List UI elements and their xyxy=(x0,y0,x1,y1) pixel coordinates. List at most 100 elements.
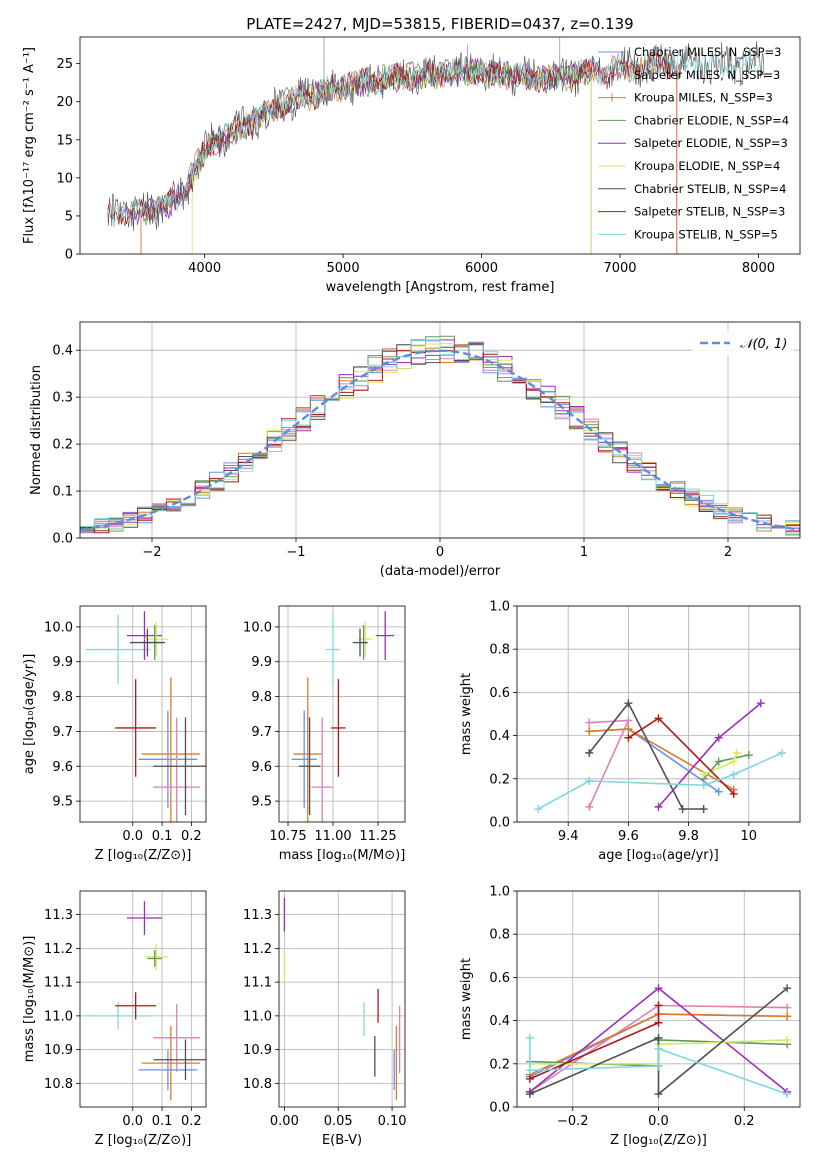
y-tick-label: 25 xyxy=(56,57,73,72)
errorbar-point-chabrier-stelib xyxy=(153,1039,206,1080)
y-axis-label: mass weight xyxy=(459,958,474,1040)
y-tick-label: 9.7 xyxy=(251,725,272,740)
axes-frame xyxy=(516,605,801,823)
series-kroupa-stelib xyxy=(525,1033,792,1099)
age-vs-metallicity-panel: 0.0 0.1 0.2 9.5 9.6 9.7 9.8 9.9 10.0 Z [log₁₀(Z/Z… xyxy=(22,605,207,863)
y-tick-label: 9.9 xyxy=(52,655,73,670)
series-marker xyxy=(654,1061,663,1070)
series-marker xyxy=(777,748,786,757)
x-tick-label: 4000 xyxy=(188,261,221,276)
x-axis-label: mass [log₁₀(M/M⊙)] xyxy=(279,848,406,863)
series-marker xyxy=(729,789,738,798)
plot-area xyxy=(80,335,800,536)
axes: −0.2 0.0 0.2 0.0 0.2 0.4 0.6 0.8 1.0 xyxy=(489,885,754,1130)
x-tick-label: 8000 xyxy=(742,261,775,276)
series-marker xyxy=(654,1001,663,1010)
y-tick-label: 10.8 xyxy=(243,1077,272,1092)
legend-label: Chabrier ELODIE, N_SSP=4 xyxy=(634,113,789,127)
series-chabrier-stelib xyxy=(585,699,708,814)
series-marker xyxy=(699,805,708,814)
y-tick-label: 0.4 xyxy=(489,729,510,744)
y-axis-label: age [log₁₀(age/yr)] xyxy=(22,654,37,775)
x-axis-label: Z [log₁₀(Z/Z⊙)] xyxy=(95,848,192,863)
y-tick-label: 0.2 xyxy=(489,772,510,787)
series-marker xyxy=(624,699,633,708)
x-tick-label: 6000 xyxy=(465,261,498,276)
errorbar-point-salpeter-miles xyxy=(153,1004,201,1072)
series-marker xyxy=(654,1033,663,1042)
y-tick-label: 10.9 xyxy=(44,1043,73,1058)
grid xyxy=(279,891,405,1107)
x-tick-label: 0 xyxy=(436,545,444,560)
plot-area xyxy=(283,897,401,1101)
y-tick-label: 11.3 xyxy=(243,908,272,923)
series-salpeter-miles xyxy=(585,716,633,811)
y-tick-label: 9.6 xyxy=(251,760,272,775)
errorbar-point-salpeter-stelib xyxy=(331,679,346,777)
errorbar-point-kroupa-stelib xyxy=(85,1002,151,1030)
x-tick-label: 0.05 xyxy=(324,1114,353,1129)
x-tick-label: 5000 xyxy=(327,261,360,276)
plot-area xyxy=(107,37,766,254)
x-tick-label: 2 xyxy=(724,545,732,560)
series-marker xyxy=(525,1074,534,1083)
x-tick-label: 0.1 xyxy=(152,1114,173,1129)
series-marker xyxy=(585,748,594,757)
series-line xyxy=(703,754,749,780)
series-line xyxy=(588,719,630,808)
y-tick-label: 0.6 xyxy=(489,686,510,701)
legend: Chabrier MILES, N_SSP=3 Salpeter MILES, N… xyxy=(598,45,789,241)
series-marker xyxy=(654,1090,663,1099)
y-tick-label: 5 xyxy=(65,209,73,224)
legend-label: Chabrier MILES, N_SSP=3 xyxy=(634,45,781,59)
axes-frame xyxy=(79,890,207,1108)
errorbar-point-salpeter-miles xyxy=(153,717,201,822)
plot-area xyxy=(85,901,206,1101)
x-tick-label: 11.25 xyxy=(359,829,396,844)
axes-frame xyxy=(79,605,207,823)
legend: 𝒩(0, 1) xyxy=(692,330,794,356)
errorbar-point-kroupa-miles xyxy=(141,677,201,822)
y-tick-label: 0.4 xyxy=(489,1014,510,1029)
errorbar-point-salpeter-elodie xyxy=(376,611,395,660)
axes: 0.0 0.1 0.2 10.8 10.9 11.0 11.1 11.2 11.3 xyxy=(44,908,202,1129)
series-marker xyxy=(744,751,753,760)
x-axis-label: Z [log₁₀(Z/Z⊙)] xyxy=(610,1133,707,1148)
x-tick-label: 0.0 xyxy=(122,829,143,844)
series-marker xyxy=(783,1003,792,1012)
errorbar-point-chabrier-miles xyxy=(138,710,198,809)
grid xyxy=(80,606,206,822)
axes-frame xyxy=(278,605,406,823)
y-tick-label: 0.0 xyxy=(489,1101,510,1116)
series-marker xyxy=(654,1044,663,1053)
weight-vs-metallicity-panel: −0.2 0.0 0.2 0.0 0.2 0.4 0.6 0.8 1.0 Z [log₁₀(Z/Z… xyxy=(459,885,801,1148)
series-marker xyxy=(654,714,663,723)
series-marker xyxy=(714,787,723,796)
y-tick-label: 9.9 xyxy=(251,655,272,670)
series-line xyxy=(537,752,783,810)
chart-title: PLATE=2427, MJD=53815, FIBERID=0437, z=0… xyxy=(246,15,633,33)
x-tick-label: 11.00 xyxy=(314,829,351,844)
errorbar-point-salpeter-stelib xyxy=(115,992,157,1020)
x-tick-label: 9.4 xyxy=(558,829,579,844)
errorbar-point-kroupa-miles xyxy=(141,1026,201,1101)
plot-area xyxy=(534,699,786,814)
x-tick-label: 10 xyxy=(741,829,758,844)
errorbar-point-kroupa-elodie xyxy=(144,621,168,657)
errorbar-point-salpeter-miles xyxy=(311,717,333,822)
errorbar-point-chabrier-elodie xyxy=(147,950,163,967)
y-tick-label: 0.4 xyxy=(52,344,73,359)
x-tick-label: 0.0 xyxy=(648,1114,669,1129)
legend-label: Kroupa MILES, N_SSP=3 xyxy=(634,91,773,105)
y-tick-label: 0.2 xyxy=(489,1057,510,1072)
y-tick-label: 10 xyxy=(56,171,73,186)
mass-vs-extinction-panel: 0.00 0.05 0.10 10.8 10.9 11.0 11.1 11.2 11.3 E(B-… xyxy=(243,890,407,1148)
series-marker xyxy=(534,805,543,814)
series-marker xyxy=(624,716,633,725)
plot-area xyxy=(85,611,206,822)
y-tick-label: 1.0 xyxy=(489,600,510,615)
y-tick-label: 10.9 xyxy=(243,1043,272,1058)
axes: 4000 5000 6000 7000 8000 0 5 10 15 20 25 xyxy=(56,57,775,276)
x-tick-label: −0.2 xyxy=(557,1114,589,1129)
